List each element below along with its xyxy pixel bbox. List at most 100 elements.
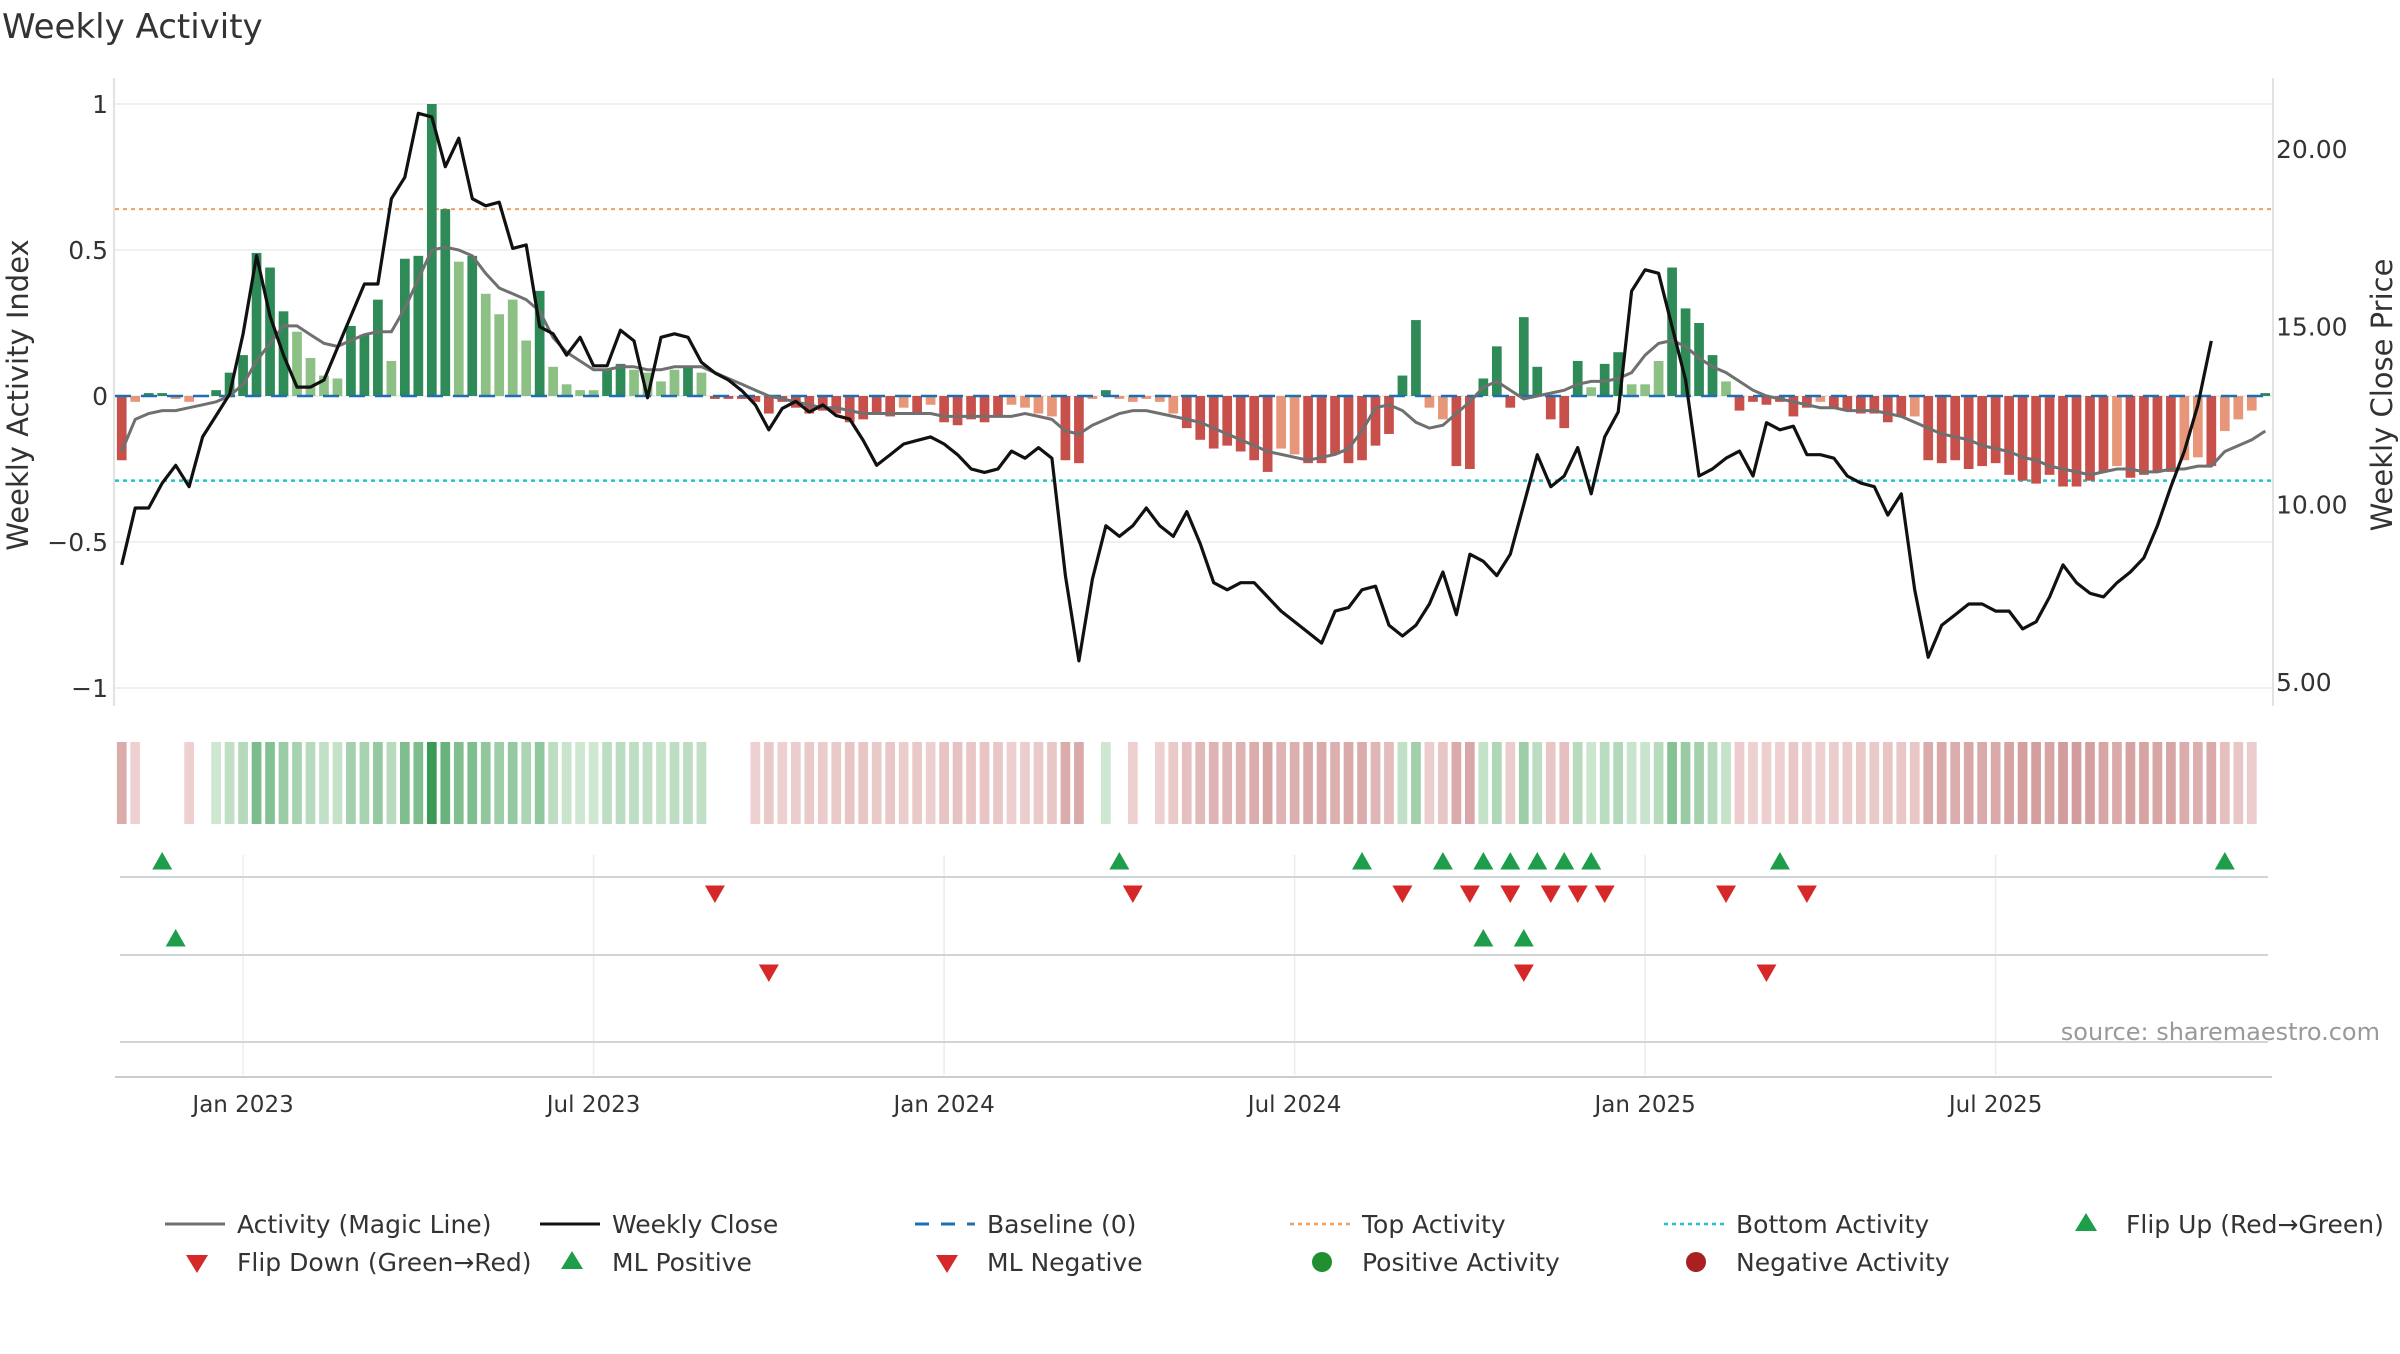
heat-cell [426, 742, 437, 824]
heat-cell [737, 742, 747, 824]
activity-bar [1451, 396, 1462, 467]
activity-bar [737, 396, 747, 399]
activity-bar [265, 267, 275, 396]
heat-cell [1222, 742, 1233, 824]
activity-bar [2112, 396, 2122, 467]
activity-bar [116, 396, 127, 461]
heat-cell [1262, 742, 1273, 824]
activity-bar [548, 366, 558, 396]
heat-cell [1195, 742, 1206, 824]
heat-cell [1101, 742, 1111, 824]
activity-bar [696, 372, 707, 396]
heat-cell [2071, 742, 2082, 824]
heat-cell [359, 742, 370, 824]
heat-cell [507, 742, 518, 824]
legend-label: ML Negative [987, 1248, 1143, 1277]
activity-bar [373, 299, 383, 396]
activity-bar [1276, 396, 1286, 449]
heat-cell [1761, 742, 1772, 824]
flip-down-marker [1122, 885, 1143, 903]
heat-cell [1330, 742, 1340, 824]
activity-bar [1168, 396, 1179, 414]
heat-cell [1006, 742, 1017, 824]
activity-bar [1586, 387, 1597, 396]
activity-bar [750, 396, 761, 402]
heat-cell [1694, 742, 1704, 824]
heat-cell [1775, 742, 1785, 824]
legend-label: ML Positive [612, 1248, 752, 1277]
flip-down-marker [1540, 885, 1561, 903]
heat-cell [224, 742, 235, 824]
heat-cell [1411, 742, 1421, 824]
activity-bar [2233, 396, 2244, 420]
activity-bar [1289, 396, 1300, 455]
heat-cell [1047, 742, 1057, 824]
heat-cell [656, 742, 666, 824]
activity-bar [1114, 396, 1125, 399]
heat-cell [1909, 742, 1920, 824]
activity-bar [575, 390, 585, 396]
heat-cell [1465, 742, 1475, 824]
heat-cell [2017, 742, 2028, 824]
activity-bar [521, 340, 532, 396]
activity-bar [561, 384, 572, 396]
heat-cell [2044, 742, 2055, 824]
activity-bar [480, 293, 491, 396]
flip-up-marker [1473, 852, 1494, 870]
activity-bar [1936, 396, 1947, 464]
activity-bar [1734, 396, 1745, 411]
heat-cell [1276, 742, 1286, 824]
heat-cell [1748, 742, 1758, 824]
heat-cell [1357, 742, 1367, 824]
flip-up-marker [152, 852, 173, 870]
heat-cell [116, 742, 127, 824]
legend-item-neg_act: Negative Activity [1686, 1248, 1950, 1277]
weekly-close-line [120, 111, 2213, 663]
legend-item-flip_down: Flip Down (Green→Red) [186, 1248, 532, 1277]
activity-bar [1815, 396, 1826, 402]
heat-cell [898, 742, 909, 824]
activity-bar [2058, 396, 2068, 487]
heat-cell [710, 742, 720, 824]
legend-label: Flip Down (Green→Red) [237, 1248, 532, 1277]
ml-negative-marker [758, 964, 779, 982]
activity-bar [1343, 396, 1354, 464]
legend-label: Activity (Magic Line) [237, 1210, 491, 1239]
legend-item-ml_neg: ML Negative [936, 1248, 1143, 1277]
heat-cell [1559, 742, 1570, 824]
legend-label: Negative Activity [1736, 1248, 1950, 1277]
left-tick-label: 1 [92, 90, 108, 119]
right-tick-label: 10.00 [2276, 490, 2348, 519]
activity-bar [1438, 396, 1448, 420]
activity-bar [2246, 396, 2257, 411]
heat-cell [440, 742, 451, 824]
activity-bar [1249, 396, 1260, 461]
heat-cell [373, 742, 383, 824]
activity-bar [2085, 396, 2095, 481]
legend-label: Weekly Close [612, 1210, 778, 1239]
heat-cell [1181, 742, 1192, 824]
activity-bar [1761, 396, 1772, 405]
activity-bar [1950, 396, 1961, 461]
heat-cell [305, 742, 316, 824]
heat-cell [925, 742, 936, 824]
left-tick-label: 0.5 [68, 236, 108, 265]
heat-cell [885, 742, 896, 824]
legend-swatch-triangle-up [561, 1251, 583, 1269]
activity-bar [871, 396, 882, 414]
heat-cell [2166, 742, 2176, 824]
heat-cell [292, 742, 302, 824]
legend-swatch-triangle-down [186, 1255, 208, 1273]
activity-bar [2179, 396, 2190, 461]
heat-cell [1990, 742, 2001, 824]
heat-cell [211, 742, 221, 824]
legend-swatch-dot [1312, 1252, 1332, 1272]
activity-bar [763, 396, 774, 414]
legend-swatch-triangle-up [2075, 1213, 2097, 1231]
activity-bar [1829, 396, 1839, 408]
activity-bar [1033, 396, 1044, 414]
flip-down-marker [1392, 885, 1413, 903]
heat-cell [966, 742, 976, 824]
flip-down-marker [1796, 885, 1817, 903]
